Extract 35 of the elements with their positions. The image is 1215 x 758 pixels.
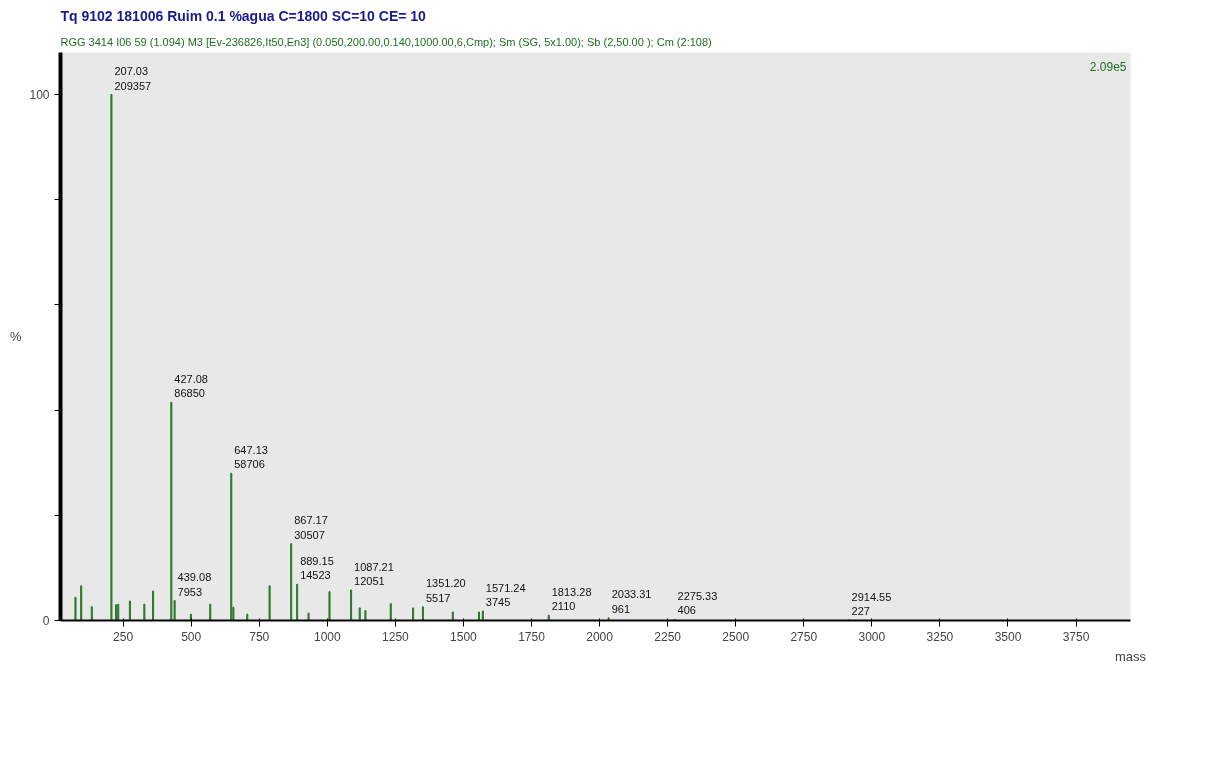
annotation: 1351.20 5517: [425, 577, 466, 604]
chart-subtitle: RGG 3414 I06 59 (1.094) M3 [Ev-236826,It50,En3] (0.050,200.00,0.140,1000.00,6,Cmp); Sm (SG, 5x1.00); Sb (2,50.00 ); Cm (2:108): [60, 35, 712, 48]
x-tick-label: 3000: [858, 629, 886, 644]
x-tick-label: 3250: [926, 629, 954, 644]
x-tick-label: 1500: [450, 629, 478, 644]
annotation: 1571.24 3745: [485, 581, 526, 609]
x-tick-label: 1000: [313, 629, 341, 644]
x-tick-label: 3750: [1062, 629, 1090, 644]
y-tick-label: 100: [29, 88, 50, 103]
y-tick-label: 0: [42, 614, 50, 628]
x-tick-label: 1750: [518, 629, 546, 644]
x-tick-label: 250: [113, 629, 134, 644]
annotation: 647.13 58706: [234, 443, 268, 471]
x-tick-label: 2250: [654, 629, 682, 644]
annotation: 1813.28 2110: [551, 585, 592, 613]
x-tick-label: 2000: [586, 629, 614, 644]
x-tick-label: 1250: [382, 629, 410, 644]
x-tick-label: 2500: [722, 629, 750, 644]
annotation: 867.17 30507: [294, 514, 328, 541]
chart-title: Tq 9102 181006 Ruim 0.1 %agua C=1800 SC=10 CE= 10: [60, 7, 427, 24]
x-axis-title: mass: [1114, 648, 1147, 664]
annotation: 2.09e5: [1089, 59, 1127, 74]
x-tick-label: 750: [249, 629, 270, 644]
annotation: 2275.33 406: [677, 590, 718, 617]
x-tick-label: 500: [181, 629, 202, 644]
annotation: 207.03 209357: [114, 65, 152, 92]
annotation: 1087.21 12051: [354, 560, 394, 587]
annotation: 2914.55 227: [851, 590, 892, 617]
annotation: 889.15 14523: [300, 554, 334, 582]
x-tick-label: 3500: [994, 629, 1022, 644]
annotation: 427.08 86850: [174, 372, 208, 400]
annotation: 439.08 7953: [177, 571, 212, 598]
x-tick-label: 2750: [790, 629, 818, 644]
annotation: 2033.31 961: [611, 588, 652, 615]
y-axis-title: %: [9, 329, 22, 344]
